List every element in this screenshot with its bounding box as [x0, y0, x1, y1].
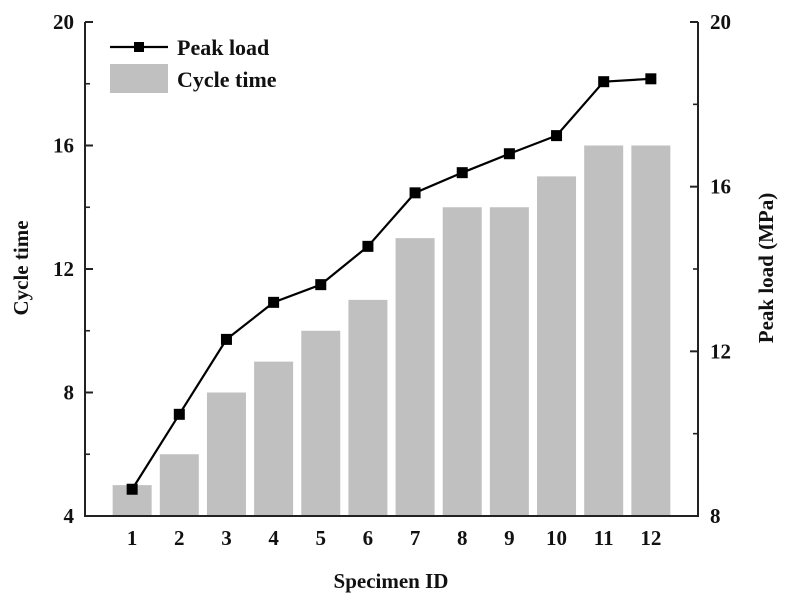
- legend-bar-swatch: [110, 64, 168, 93]
- peak-load-polyline: [131, 77, 651, 490]
- left-tick-label: 20: [53, 10, 74, 34]
- x-tick-label: 4: [268, 526, 279, 550]
- square-marker-icon: [409, 187, 421, 199]
- bar: [537, 176, 577, 516]
- x-tick-label: 8: [457, 526, 468, 550]
- legend-square-marker-icon: [134, 42, 144, 52]
- x-tick-label: 10: [546, 526, 567, 550]
- square-marker-icon: [598, 76, 610, 88]
- legend-entry-peak-load: Peak load: [110, 35, 269, 60]
- x-tick-label: 2: [174, 526, 185, 550]
- x-tick-label: 5: [316, 526, 327, 550]
- square-marker-icon: [362, 240, 374, 252]
- square-marker-icon: [645, 73, 657, 85]
- x-tick-label: 7: [410, 526, 421, 550]
- square-marker-icon: [315, 279, 327, 291]
- x-tick-label: 9: [504, 526, 515, 550]
- right-tick-label: 8: [710, 504, 721, 528]
- right-y-axis-title: Peak load (MPa): [754, 193, 778, 343]
- left-tick-label: 12: [53, 257, 74, 281]
- legend-label-peak-load: Peak load: [177, 35, 269, 60]
- bar: [631, 145, 671, 516]
- cycle-time-bars: [112, 145, 671, 516]
- bar: [395, 238, 435, 516]
- left-tick-label: 4: [64, 504, 75, 528]
- bar: [254, 361, 294, 516]
- legend-label-cycle-time: Cycle time: [177, 67, 277, 92]
- legend-entry-cycle-time: Cycle time: [110, 64, 277, 93]
- square-marker-icon: [173, 408, 185, 420]
- bar: [301, 330, 341, 516]
- square-marker-icon: [126, 483, 138, 495]
- x-tick-label: 12: [640, 526, 661, 550]
- x-tick-label: 6: [363, 526, 374, 550]
- x-tick-label: 11: [594, 526, 614, 550]
- square-marker-icon: [268, 296, 280, 308]
- x-tick-label: 3: [221, 526, 232, 550]
- bar: [442, 207, 482, 516]
- x-axis-title: Specimen ID: [334, 569, 449, 593]
- right-tick-label: 16: [710, 175, 731, 199]
- left-y-axis-title: Cycle time: [9, 220, 33, 315]
- right-y-axis-ticks: 8 12 16 20: [690, 10, 731, 528]
- bar: [159, 454, 199, 516]
- left-tick-label: 8: [64, 381, 75, 405]
- bar: [206, 392, 246, 516]
- square-marker-icon: [551, 130, 563, 142]
- bar: [348, 299, 388, 516]
- right-tick-label: 12: [710, 339, 731, 363]
- left-y-axis-ticks: 4 8 12 16 20: [53, 10, 93, 528]
- bar: [489, 207, 529, 516]
- right-tick-label: 20: [710, 10, 731, 34]
- square-marker-icon: [456, 167, 468, 179]
- x-tick-label: 1: [127, 526, 138, 550]
- bar: [584, 145, 624, 516]
- x-axis-tick-labels: 1 2 3 4 5 6 7 8 9 10 11 12: [127, 526, 661, 550]
- left-tick-label: 16: [53, 134, 74, 158]
- peak-load-line: [126, 73, 657, 495]
- square-marker-icon: [220, 333, 232, 345]
- square-marker-icon: [503, 148, 515, 160]
- legend: Peak load Cycle time: [110, 35, 277, 93]
